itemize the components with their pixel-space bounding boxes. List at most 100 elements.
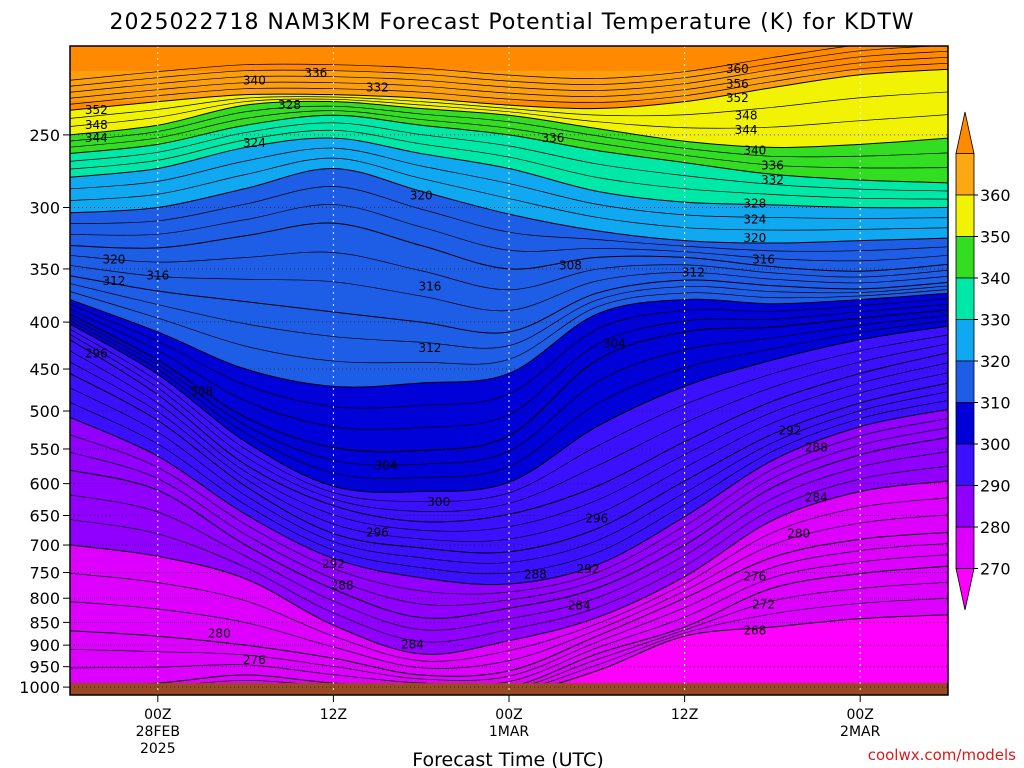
- contour-label: 280: [208, 626, 231, 640]
- contour-label: 312: [682, 265, 705, 279]
- isentrope-line: [70, 309, 948, 453]
- isentrope-line: [70, 100, 948, 149]
- contour-label-text: 300: [427, 495, 450, 509]
- contour-label: 288: [524, 568, 547, 582]
- isentrope-line: [70, 554, 948, 686]
- contour-label-text: 336: [541, 131, 564, 145]
- contour-label-text: 328: [743, 197, 766, 211]
- colorbar-label: 350: [980, 228, 1011, 247]
- contour-label: 348: [85, 118, 108, 132]
- isentrope-line: [70, 129, 948, 200]
- contour-label-text: 344: [735, 123, 758, 137]
- x-tick-label: 00Z: [495, 707, 522, 723]
- y-tick-label: 300: [29, 199, 60, 218]
- y-tick-label: 950: [29, 658, 60, 677]
- contour-label-text: 284: [805, 490, 828, 504]
- contour-label-text: 340: [743, 144, 766, 158]
- contour-label: 292: [577, 562, 600, 576]
- colorbar-segment: [955, 485, 975, 528]
- contour-label-text: 296: [585, 512, 608, 526]
- colorbar-segment: [955, 443, 975, 486]
- contour-label-text: 316: [146, 269, 169, 283]
- contour-label: 344: [85, 131, 108, 145]
- contour-label: 324: [243, 136, 266, 150]
- colorbar-label: 270: [980, 560, 1011, 579]
- y-tick-label: 350: [29, 260, 60, 279]
- contour-label-text: 288: [331, 579, 354, 593]
- contour-label-text: 348: [85, 118, 108, 132]
- contour-label: 356: [726, 77, 749, 91]
- theta-band-268: [70, 614, 948, 695]
- contour-label-text: 296: [85, 347, 108, 361]
- contour-label-text: 292: [322, 557, 345, 571]
- isentrope-line: [70, 292, 948, 388]
- y-tick-label: 550: [29, 440, 60, 459]
- contour-label: 320: [410, 188, 433, 202]
- contour-label-text: 276: [243, 653, 266, 667]
- contour-label-text: 272: [752, 598, 775, 612]
- contour-label: 308: [190, 384, 213, 398]
- isentrope-line: [70, 251, 948, 291]
- colorbar-segment: [955, 277, 975, 320]
- contour-label: 300: [427, 495, 450, 509]
- contour-label-text: 308: [559, 258, 582, 272]
- y-tick-label: 500: [29, 402, 60, 421]
- isentrope-line: [70, 114, 948, 184]
- isentrope-line: [70, 303, 948, 430]
- contour-label-text: 288: [805, 441, 828, 455]
- isentrope-line: [70, 275, 948, 334]
- isentrope-line: [70, 62, 948, 105]
- contour-label-text: 324: [243, 136, 266, 150]
- colorbar-segment: [955, 194, 975, 237]
- contour-label: 268: [743, 624, 766, 638]
- contour-label-text: 340: [243, 73, 266, 87]
- contour-label: 352: [85, 103, 108, 117]
- y-tick-label: 250: [29, 126, 60, 145]
- contour-label-text: 316: [752, 253, 775, 267]
- contour-label-text: 332: [366, 81, 389, 95]
- isentrope-line: [70, 514, 948, 669]
- contour-label: 332: [761, 173, 784, 187]
- contour-label-text: 348: [735, 108, 758, 122]
- y-tick-label: 650: [29, 507, 60, 526]
- contour-label-text: 304: [375, 458, 398, 472]
- contour-label: 308: [559, 258, 582, 272]
- isentrope-line: [70, 157, 948, 231]
- contour-label: 360: [726, 62, 749, 76]
- contour-label-text: 356: [726, 77, 749, 91]
- colorbar-label: 300: [980, 435, 1011, 454]
- isentrope-line: [70, 110, 948, 169]
- contour-label: 340: [743, 144, 766, 158]
- contour-label: 284: [805, 490, 828, 504]
- credit-text: coolwx.com/models: [868, 746, 1016, 764]
- y-tick-label: 450: [29, 360, 60, 379]
- colorbar-label: 320: [980, 352, 1011, 371]
- isentrope-line: [70, 298, 948, 409]
- contour-label-text: 280: [787, 526, 810, 540]
- colorbar-segment: [955, 526, 975, 569]
- y-tick-label: 850: [29, 613, 60, 632]
- contour-label-text: 320: [410, 188, 433, 202]
- x-tick-label: 00Z: [846, 707, 873, 723]
- contour-label-text: 352: [85, 103, 108, 117]
- contour-label: 304: [375, 458, 398, 472]
- x-tick-label: 12Z: [320, 707, 347, 723]
- contour-label-text: 312: [102, 274, 125, 288]
- y-tick-label: 600: [29, 475, 60, 494]
- isentrope-line: [70, 137, 948, 209]
- colorbar-label: 290: [980, 477, 1011, 496]
- contour-label: 284: [568, 599, 591, 613]
- contour-labels: 3603563523523483443403363323283243483443…: [85, 62, 828, 667]
- contour-label: 332: [366, 81, 389, 95]
- isentrope-line: [70, 497, 948, 662]
- contour-label: 296: [85, 347, 108, 361]
- contour-label-text: 328: [278, 98, 301, 112]
- contour-label-text: 292: [577, 562, 600, 576]
- contour-label-text: 312: [419, 341, 442, 355]
- colorbar-segment: [955, 111, 975, 154]
- y-axis-ticks: 250 300 350 400 450 500 550 600 650 700 750 800 850 9…: [19, 126, 70, 697]
- contour-label-text: 336: [304, 66, 327, 80]
- colorbar: 270 280 290 300 310 320 330 340 350 360: [955, 111, 1011, 611]
- isentrope-line: [70, 46, 853, 81]
